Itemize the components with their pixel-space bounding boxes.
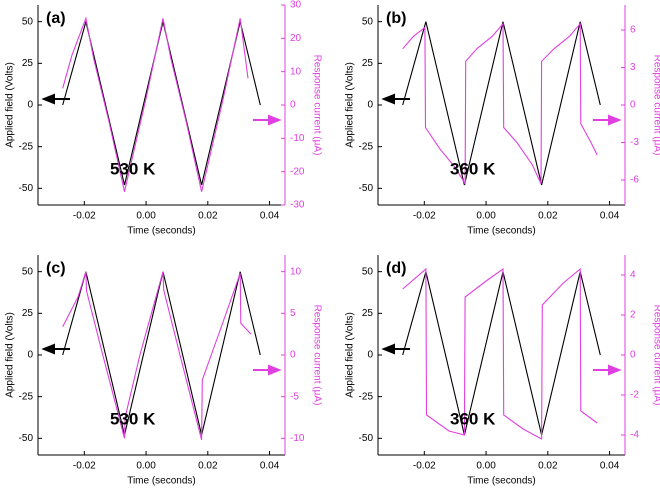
y-tick-label: 50 [362,16,374,27]
data-line [402,267,598,440]
y-tick-label: -50 [359,183,374,194]
panel-label: (c) [46,260,66,277]
y2-tick-label: 10 [290,66,302,77]
y2-tick-label: -5 [290,391,299,402]
y-tick-label: -50 [19,433,34,444]
data-line [62,21,261,186]
y-tick-label: -25 [359,391,374,402]
y-tick-label: -25 [19,391,34,402]
y-tick-label: 0 [367,350,373,361]
y-tick-label: 0 [27,100,33,111]
x-tick-label: 0.00 [136,211,156,222]
y-axis-label: Applied field (Volts) [5,312,16,398]
y-tick-label: -50 [359,433,374,444]
x-axis-label: Time (seconds) [127,476,196,487]
x-tick-label: 0.02 [538,461,558,472]
x-tick-label: 0.04 [260,461,280,472]
y2-axis-label: Response current (μA) [311,55,322,156]
x-tick-label: 0.02 [538,211,558,222]
data-line [62,271,261,436]
data-line [62,16,249,192]
data-line [402,21,601,186]
y2-tick-label: 4 [630,270,636,281]
x-tick-label: -0.02 [73,461,96,472]
y-axis-label: Applied field (Volts) [345,62,356,148]
x-tick-label: 0.02 [198,461,218,472]
y2-tick-label: 2 [630,310,636,321]
y-axis-label: Applied field (Volts) [5,62,16,148]
x-tick-label: 0.04 [260,211,280,222]
y2-tick-label: -4 [630,430,639,441]
panel-label: (d) [386,260,406,277]
temperature-label: 530 K [110,159,156,178]
left-arrow [381,93,410,105]
data-line [402,271,601,436]
x-tick-label: 0.00 [476,461,496,472]
data-line [62,271,252,441]
panel-label: (a) [46,10,66,27]
y2-axis-label: Response current (μA) [651,55,660,156]
left-arrow [41,93,70,105]
left-arrow [381,343,410,355]
y2-tick-label: 6 [630,25,636,36]
y2-tick-label: 0 [290,350,296,361]
y2-axis-label: Response current (μA) [311,305,322,406]
y2-tick-label: 0 [290,100,296,111]
y2-tick-label: 20 [290,33,302,44]
y-tick-label: 0 [27,350,33,361]
y2-tick-label: 10 [290,266,302,277]
y2-tick-label: -6 [630,175,639,186]
panel: -0.02 0.00 0.02 0.04-50-2502550-10-50510Tim… [5,255,322,487]
right-arrow [593,364,622,376]
y2-tick-label: 3 [630,62,636,73]
panel: -0.02 0.00 0.02 0.04 -50 -25 0 25 50 -6 -3 0 3 6 Time … [345,5,660,237]
right-arrow [253,114,282,126]
panel-label: (b) [386,10,406,27]
y2-axis-label: Response current (μA) [651,305,660,406]
y-tick-label: 25 [362,308,374,319]
x-tick-label: 0.04 [600,211,620,222]
y2-tick-label: -2 [630,390,639,401]
y-tick-label: 50 [22,266,34,277]
y2-tick-label: -3 [630,137,639,148]
y2-tick-label: 0 [630,350,636,361]
y-tick-label: 25 [22,308,34,319]
y2-tick-label: -20 [290,166,305,177]
x-axis-label: Time (seconds) [467,226,536,237]
right-arrow [593,114,622,126]
x-tick-label: 0.04 [600,461,620,472]
temperature-label: 360 K [450,409,496,428]
y-tick-label: 0 [367,100,373,111]
temperature-label: 360 K [450,159,496,178]
y-tick-label: 25 [362,58,374,69]
temperature-label: 530 K [110,409,156,428]
x-tick-label: 0.00 [136,461,156,472]
y-tick-label: 50 [362,266,374,277]
panel: -0.02 0.00 0.02 0.04 -50 -25 0 25 50 -30 -20 -10 0 10… [5,0,323,237]
left-arrow [41,343,70,355]
y-tick-label: -25 [19,141,34,152]
y2-tick-label: 0 [630,100,636,111]
y2-tick-label: 5 [290,308,296,319]
y-tick-label: 25 [22,58,34,69]
right-arrow [253,364,282,376]
x-tick-label: 0.00 [476,211,496,222]
y2-tick-label: -10 [290,133,305,144]
y2-tick-label: -30 [290,200,305,211]
y2-tick-label: -10 [290,433,305,444]
y2-tick-label: 30 [290,0,302,11]
y-tick-label: -50 [19,183,34,194]
x-axis-label: Time (seconds) [127,226,196,237]
panel: -0.02 0.00 0.02 0.04 -50 -25 0 25 50 -4 -2 0 2 4 Time … [345,255,660,487]
x-tick-label: 0.02 [198,211,218,222]
x-tick-label: -0.02 [413,211,436,222]
data-line [402,22,598,186]
x-tick-label: -0.02 [73,211,96,222]
x-axis-label: Time (seconds) [467,476,536,487]
x-tick-label: -0.02 [413,461,436,472]
y-tick-label: -25 [359,141,374,152]
y-tick-label: 50 [22,16,34,27]
y-axis-label: Applied field (Volts) [345,312,356,398]
